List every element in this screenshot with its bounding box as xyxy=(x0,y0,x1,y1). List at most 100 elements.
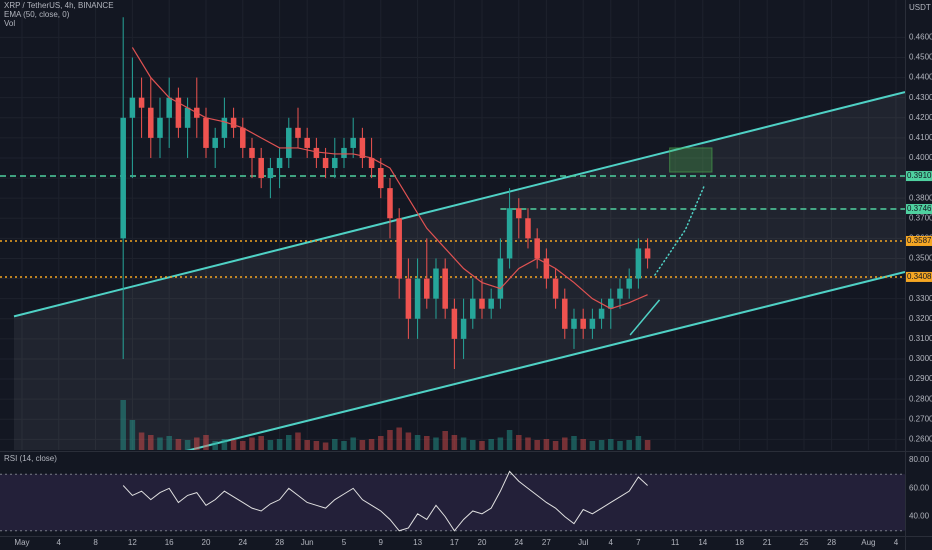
volume-bar xyxy=(221,439,228,450)
trendline xyxy=(629,299,661,336)
x-tick-label: 17 xyxy=(450,538,459,547)
level-label-bg xyxy=(906,204,932,215)
candle-body xyxy=(516,208,522,219)
level-label: 0.3746 xyxy=(907,204,932,213)
volume-bar xyxy=(230,440,237,450)
volume-bar xyxy=(378,436,384,450)
x-tick-label: 5 xyxy=(342,538,347,547)
candle-body xyxy=(368,157,375,169)
volume-bar xyxy=(332,439,338,450)
volume-bar xyxy=(433,437,439,450)
volume-bar xyxy=(166,436,172,450)
y-tick-label: 0.4500 xyxy=(909,53,932,62)
level-label-bg xyxy=(906,235,932,246)
volume-bar xyxy=(442,431,448,450)
axes: 0.2600 0.2700 0.2800 0.2900 0.3000 0.3100 0.32… xyxy=(14,32,932,547)
level-label: 0.3408 xyxy=(907,272,932,281)
volume-bar xyxy=(203,435,209,450)
ema-line xyxy=(131,47,648,310)
y-tick-label: 0.3300 xyxy=(909,294,932,303)
candle-body xyxy=(203,117,209,148)
candle-body xyxy=(322,157,329,169)
x-tick-label: 28 xyxy=(275,538,284,547)
y-tick-label: 0.4400 xyxy=(909,73,932,82)
volume-bar xyxy=(525,437,531,450)
candle-body xyxy=(405,278,412,319)
y-tick-label: 0.3200 xyxy=(909,314,932,323)
volume-bar xyxy=(267,440,274,450)
volume-bar xyxy=(414,435,421,450)
price-pane xyxy=(0,0,905,450)
candle-body xyxy=(414,278,421,319)
volume-bar xyxy=(396,427,402,450)
volume-bar xyxy=(184,440,191,450)
candle-body xyxy=(644,248,651,259)
candle-body xyxy=(295,127,301,138)
currency-label: USDT xyxy=(909,3,931,12)
candle-body xyxy=(157,117,163,138)
x-tick-label: 4 xyxy=(57,538,62,547)
x-tick-label: 14 xyxy=(698,538,707,547)
candle-body xyxy=(598,308,605,319)
volume-bar xyxy=(295,432,301,450)
x-tick-label: Jun xyxy=(301,538,314,547)
rsi-tick-label: 60.00 xyxy=(909,483,930,492)
volume-bar xyxy=(359,440,366,450)
rsi-pane xyxy=(0,470,905,532)
candle-body xyxy=(313,147,320,158)
channel-fill xyxy=(13,92,905,450)
volume-bar xyxy=(249,437,255,450)
candle-body xyxy=(221,117,228,138)
chart-title: XRP / TetherUS, 4h, BINANCE xyxy=(4,1,114,10)
candle-body xyxy=(175,97,182,128)
x-tick-label: 8 xyxy=(93,538,98,547)
volume-bar xyxy=(368,439,375,450)
volume-bar xyxy=(286,435,292,450)
volume-bar xyxy=(212,441,218,450)
volume-bar xyxy=(120,400,126,450)
volume-bar xyxy=(470,440,476,450)
y-tick-label: 0.3800 xyxy=(909,193,932,202)
candle-body xyxy=(626,278,632,289)
y-tick-label: 0.4200 xyxy=(909,113,932,122)
y-tick-label: 0.4300 xyxy=(909,93,932,102)
candle-body xyxy=(378,168,384,189)
volume-bar xyxy=(424,436,430,450)
y-tick-label: 0.3500 xyxy=(909,254,932,263)
channel-lower xyxy=(185,270,905,450)
volume-bar xyxy=(138,432,145,450)
y-tick-label: 0.3000 xyxy=(909,354,932,363)
volume-bar xyxy=(516,435,522,450)
volume-bar xyxy=(148,435,154,450)
volume-bar xyxy=(258,436,264,450)
x-tick-label: 11 xyxy=(671,538,680,547)
candle-body xyxy=(148,107,154,138)
x-tick-label: 20 xyxy=(478,538,487,547)
candle-body xyxy=(525,218,531,239)
candle-body xyxy=(120,117,126,239)
y-tick-label: 0.3100 xyxy=(909,334,932,343)
x-tick-label: 28 xyxy=(827,538,836,547)
candle-body xyxy=(460,318,467,339)
volume-bar xyxy=(608,439,614,450)
candle-body xyxy=(387,188,393,219)
candle-body xyxy=(617,288,623,299)
volume-bar xyxy=(589,441,596,450)
x-tick-label: 18 xyxy=(735,538,744,547)
level-label-bg xyxy=(906,171,932,182)
volume-bar xyxy=(175,439,182,450)
candle-body xyxy=(451,308,458,339)
candle-body xyxy=(534,238,540,259)
x-tick-label: 4 xyxy=(894,538,899,547)
volume-bar xyxy=(488,439,494,450)
candle-body xyxy=(442,268,448,309)
candle-body xyxy=(184,107,191,128)
y-tick-label: 0.2600 xyxy=(909,434,932,443)
volume-bar xyxy=(598,440,605,450)
candle-body xyxy=(240,127,246,148)
y-tick-label: 0.4600 xyxy=(909,32,932,41)
candle-body xyxy=(608,298,614,309)
level-label: 0.3587 xyxy=(907,236,932,245)
